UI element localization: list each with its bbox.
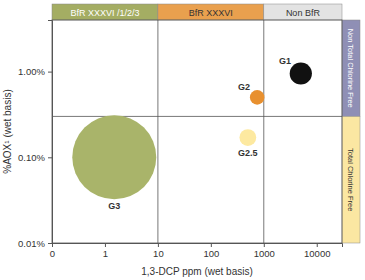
x-tick-label: 10	[153, 248, 164, 259]
y-region-band	[342, 20, 360, 116]
y-region-label: Total Chlorine Free	[346, 148, 355, 211]
y-axis-title: %AOX¹ (wet basis)	[2, 89, 13, 173]
bubble	[250, 90, 265, 105]
y-tick-label: 0.10%	[18, 152, 45, 163]
x-axis: 0 1 10 100 1000 10000	[50, 243, 343, 259]
x-tick-mark	[211, 243, 212, 247]
y-tick: 0.10%	[18, 152, 52, 163]
x-tick: 0	[50, 243, 55, 259]
y-tick-label: 0.01%	[18, 238, 45, 249]
x-tick-label: 1	[103, 248, 108, 259]
x-tick-mark	[264, 243, 265, 247]
x-tick-mark	[317, 243, 318, 247]
bubble	[72, 115, 156, 199]
x-tick: 1	[103, 243, 108, 259]
bubbles	[72, 62, 312, 199]
x-tick-label: 100	[203, 248, 219, 259]
x-divider	[157, 20, 158, 243]
plot-frame	[52, 20, 342, 243]
y-region-band	[342, 116, 360, 243]
x-axis-line	[53, 244, 343, 248]
y-tick-mark	[48, 157, 52, 158]
x-region-band	[158, 4, 264, 20]
plot: BfR XXXVI /1/2/3 BfR XXXVI Non BfR Non Tota…	[18, 4, 360, 259]
bubble-label: G2	[238, 82, 250, 92]
bubble	[290, 62, 312, 84]
y-tick: 0.01%	[18, 238, 52, 249]
y-tick: 1.00%	[18, 66, 52, 77]
x-region-band	[264, 4, 342, 20]
y-tick-mark	[48, 72, 52, 73]
x-tick-label: 1000	[254, 248, 275, 259]
y-tick-label: 1.00%	[18, 66, 45, 77]
bubble-label: G3	[108, 201, 120, 211]
y-tick-mark	[48, 243, 52, 244]
y-region-label: Non Total Chlorine Free	[346, 29, 355, 108]
x-tick: 10	[153, 243, 164, 259]
x-region-label: Non BfR	[286, 8, 321, 18]
x-tick: 10000	[304, 243, 330, 259]
chart: BfR XXXVI /1/2/3 BfR XXXVI Non BfR Non Tota…	[0, 0, 365, 280]
y-axis-line	[48, 21, 53, 244]
bubble-label: G2.5	[238, 148, 258, 158]
y-divider	[52, 116, 342, 117]
x-tick-mark	[158, 243, 159, 247]
bubble-label: G1	[279, 56, 291, 66]
x-tick-mark	[105, 243, 106, 247]
x-region-band	[52, 4, 158, 20]
bubble	[239, 129, 256, 146]
x-tick-label: 0	[50, 248, 55, 259]
y-axis: 0.01% 0.10% 1.00%	[18, 21, 52, 249]
x-tick: 100	[203, 243, 219, 259]
x-region-label: BfR XXXVI /1/2/3	[70, 8, 139, 18]
x-axis-title: 1,3-DCP ppm (wet basis)	[141, 266, 253, 277]
x-tick: 1000	[254, 243, 275, 259]
x-tick-label: 10000	[304, 248, 330, 259]
x-region-label: BfR XXXVI	[189, 8, 233, 18]
x-divider	[263, 20, 264, 243]
